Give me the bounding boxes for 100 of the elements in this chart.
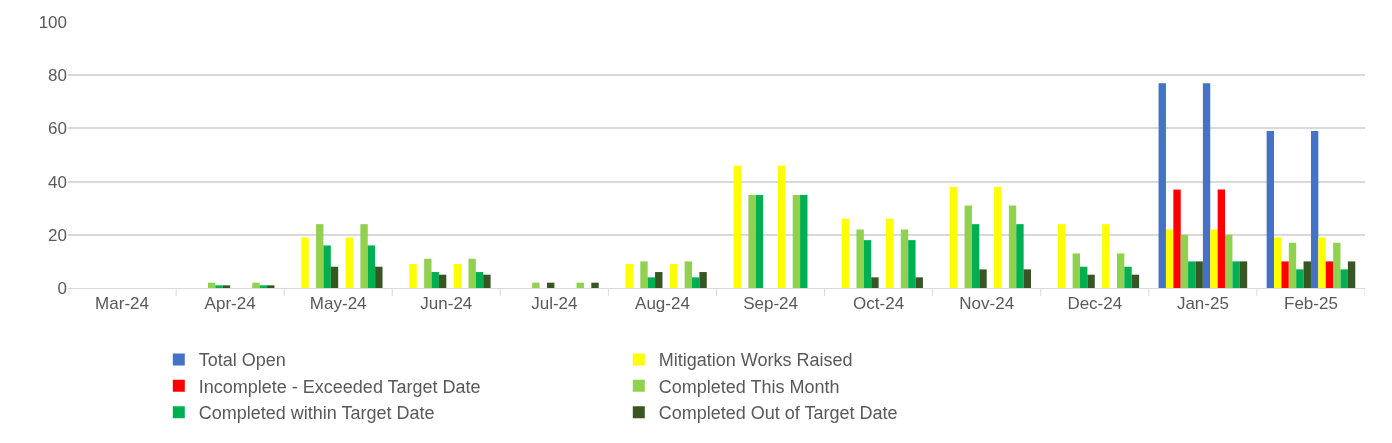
y-tick-label: 20	[48, 225, 67, 245]
bar	[886, 218, 894, 288]
bar	[755, 194, 764, 288]
bar	[900, 229, 909, 288]
bar	[301, 237, 309, 288]
y-tick-label: 40	[48, 172, 67, 192]
x-tick-label: Aug-24	[635, 294, 690, 314]
bar	[1325, 261, 1334, 288]
bar	[1158, 83, 1166, 288]
bar	[994, 186, 1002, 288]
bar	[1217, 189, 1226, 288]
y-tick-label: 100	[38, 12, 67, 32]
bar	[692, 277, 700, 288]
bar	[971, 224, 980, 288]
legend-label: Total Open	[198, 350, 286, 371]
bar	[863, 240, 872, 288]
legend-label: Completed Out of Target Date	[658, 403, 898, 424]
bar	[424, 258, 432, 288]
bar	[475, 272, 484, 288]
bar	[748, 194, 756, 288]
bar	[316, 224, 324, 288]
bar	[777, 165, 786, 288]
bar	[1080, 266, 1088, 288]
bar	[1016, 224, 1024, 288]
bar	[207, 282, 216, 288]
bar	[1266, 131, 1275, 288]
bar	[1102, 224, 1110, 288]
bar	[576, 282, 584, 288]
bar	[367, 245, 376, 288]
bar	[546, 282, 555, 288]
bar	[1296, 269, 1304, 288]
x-tick-label: Jun-24	[420, 294, 473, 314]
bar	[1124, 266, 1132, 288]
x-tick-label: Feb-25	[1284, 294, 1338, 314]
bar	[1210, 229, 1218, 288]
x-tick-label: Jan-25	[1176, 294, 1229, 314]
legend-label: Mitigation Works Raised	[658, 350, 853, 371]
bar	[949, 186, 958, 288]
legend-label: Completed This Month	[658, 376, 840, 397]
bar	[856, 229, 864, 288]
bar	[431, 272, 439, 288]
x-tick-label: May-24	[309, 294, 367, 314]
x-tick-label: Sep-24	[743, 294, 798, 314]
bar	[1288, 242, 1297, 288]
bar	[1072, 253, 1081, 288]
bar	[215, 285, 223, 288]
bar	[1057, 224, 1066, 288]
bar	[323, 245, 331, 288]
bar	[360, 224, 368, 288]
bar	[640, 261, 648, 288]
bar	[841, 218, 850, 288]
bar	[979, 269, 987, 288]
x-tick-label: Oct-24	[853, 294, 905, 314]
bar	[330, 266, 339, 288]
bar	[655, 272, 663, 288]
bar	[259, 285, 268, 288]
bar	[591, 282, 599, 288]
bar	[1303, 261, 1311, 288]
bar	[1202, 83, 1211, 288]
bar	[438, 274, 447, 288]
bar	[468, 258, 476, 288]
x-tick-label: Apr-24	[204, 294, 256, 314]
bar	[1173, 189, 1181, 288]
legend-label: Incomplete - Exceeded Target Date	[198, 376, 481, 397]
bar	[1318, 237, 1326, 288]
bar	[792, 194, 801, 288]
bar	[1087, 274, 1095, 288]
y-tick-label: 60	[48, 119, 67, 139]
bar	[1239, 261, 1248, 288]
bar	[1232, 261, 1240, 288]
bar	[409, 264, 417, 288]
bar	[1195, 261, 1203, 288]
bar	[222, 285, 231, 288]
bar	[1310, 131, 1319, 288]
bar	[1131, 274, 1140, 288]
bar	[453, 264, 462, 288]
legend-label: Completed within Target Date	[198, 403, 435, 424]
bar	[684, 261, 692, 288]
bar	[915, 277, 923, 288]
bar	[625, 264, 633, 288]
bar	[908, 240, 916, 288]
bar	[1274, 237, 1282, 288]
bar	[964, 205, 972, 288]
bar	[345, 237, 353, 288]
bar	[1180, 234, 1189, 288]
y-tick-label: 0	[57, 278, 67, 298]
bar	[1281, 261, 1289, 288]
x-tick-label: Nov-24	[959, 294, 1015, 314]
bar	[1008, 205, 1017, 288]
bar	[1340, 269, 1348, 288]
bar	[647, 277, 656, 288]
bar	[1333, 242, 1341, 288]
bar	[483, 274, 491, 288]
x-tick-label: Jul-24	[531, 294, 578, 314]
bar	[1023, 269, 1032, 288]
bar	[871, 277, 879, 288]
bar	[1347, 261, 1356, 288]
bar	[532, 282, 540, 288]
bar	[669, 264, 678, 288]
y-tick-label: 80	[48, 66, 67, 86]
